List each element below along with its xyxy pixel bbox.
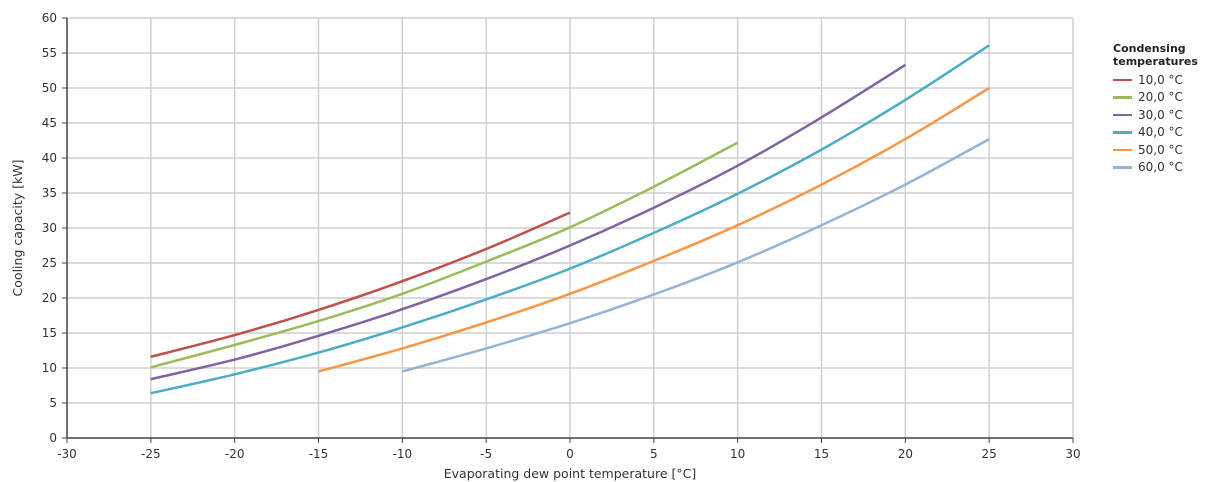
x-tick-label: -25 (141, 447, 161, 461)
x-tick-label: 0 (566, 447, 574, 461)
axes (62, 17, 1074, 443)
series-line-3 (150, 63, 906, 381)
y-tick-label: 50 (42, 81, 57, 95)
legend: Condensing temperatures 10,0 °C 20,0 °C 30… (1113, 42, 1205, 176)
y-tick-label: 5 (49, 396, 57, 410)
x-tick-label: 20 (898, 447, 913, 461)
y-tick-label: 60 (42, 11, 57, 25)
legend-item[interactable]: 50,0 °C (1113, 141, 1205, 159)
legend-label: 30,0 °C (1138, 107, 1183, 122)
legend-item[interactable]: 20,0 °C (1113, 89, 1205, 107)
x-tick-label: 10 (730, 447, 745, 461)
legend-item[interactable]: 40,0 °C (1113, 124, 1205, 142)
y-tick-label: 35 (42, 186, 57, 200)
legend-label: 50,0 °C (1138, 142, 1183, 157)
legend-label: 60,0 °C (1138, 160, 1183, 175)
y-tick-label: 25 (42, 256, 57, 270)
x-tick-label: 25 (982, 447, 997, 461)
legend-title: Condensing temperatures (1113, 42, 1198, 68)
series-line-4 (150, 44, 990, 395)
y-axis-title: Cooling capacity [kW] (10, 160, 25, 297)
legend-swatch (1113, 131, 1132, 134)
y-tick-label: 10 (42, 361, 57, 375)
legend-label: 40,0 °C (1138, 125, 1183, 140)
x-tick-label: -20 (225, 447, 245, 461)
y-tick-label: 15 (42, 326, 57, 340)
legend-label: 10,0 °C (1138, 72, 1183, 87)
legend-swatch (1113, 78, 1132, 81)
y-tick-label: 45 (42, 116, 57, 130)
legend-items: 10,0 °C 20,0 °C 30,0 °C 40,0 °C 50,0 °C 60,0 … (1113, 71, 1205, 176)
legend-swatch (1113, 96, 1132, 99)
legend-swatch (1113, 166, 1132, 169)
y-tick-label: 0 (49, 431, 57, 445)
series-line-2 (150, 141, 739, 369)
y-tick-label: 20 (42, 291, 57, 305)
legend-item[interactable]: 60,0 °C (1113, 159, 1205, 177)
series-lines (150, 44, 990, 395)
x-tick-label: -15 (309, 447, 329, 461)
x-tick-label: -5 (480, 447, 492, 461)
legend-item[interactable]: 10,0 °C (1113, 71, 1205, 89)
x-tick-label: 5 (650, 447, 658, 461)
series-line-5 (318, 86, 990, 373)
x-tick-label: -30 (57, 447, 77, 461)
x-tick-label: 30 (1065, 447, 1080, 461)
legend-item[interactable]: 30,0 °C (1113, 106, 1205, 124)
legend-swatch (1113, 113, 1132, 116)
y-tick-label: 40 (42, 151, 57, 165)
legend-swatch (1113, 148, 1132, 151)
legend-label: 20,0 °C (1138, 90, 1183, 105)
x-tick-label: -10 (393, 447, 413, 461)
y-tick-label: 30 (42, 221, 57, 235)
series-line-6 (401, 138, 990, 373)
y-tick-label: 55 (42, 46, 57, 60)
series-line-1 (150, 211, 571, 359)
x-tick-label: 15 (814, 447, 829, 461)
x-axis-title: Evaporating dew point temperature [°C] (444, 466, 697, 481)
